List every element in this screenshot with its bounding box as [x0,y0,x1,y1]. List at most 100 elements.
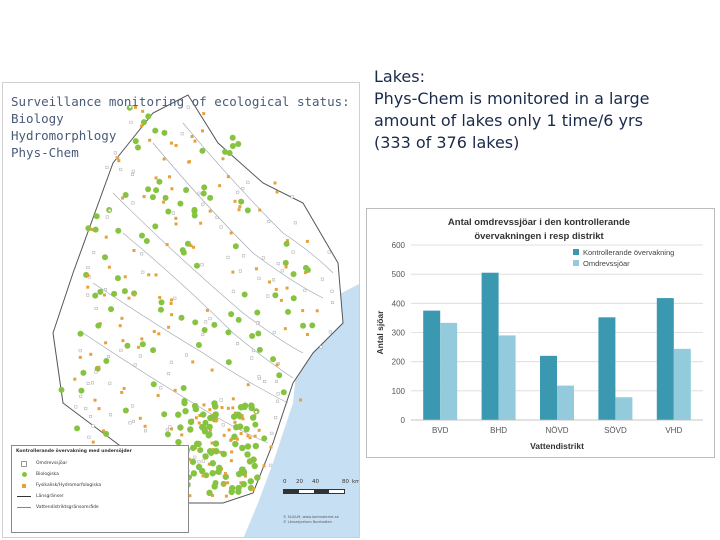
biology-site-marker [202,419,209,426]
physchem-site-marker [201,474,205,478]
physchem-site-marker [239,432,243,436]
biology-site-marker [162,194,169,201]
rotation-lake-marker [251,349,255,353]
physchem-site-marker [90,228,94,232]
map-legend-item: Biologiska [16,469,184,480]
physchem-site-marker [157,332,161,336]
biology-site-marker [270,356,277,363]
x-axis-label: Vattendistrikt [530,441,584,451]
physchem-site-marker [230,437,234,441]
physchem-site-marker [253,434,257,438]
rotation-lake-marker [272,330,276,334]
physchem-site-marker [201,129,205,133]
biology-site-marker [180,384,187,391]
biology-site-marker [252,442,260,450]
rotation-lake-marker [221,423,225,427]
rotation-lake-marker [197,460,201,464]
physchem-site-marker [132,249,136,253]
biology-site-marker [202,453,209,460]
physchem-site-marker [173,388,177,392]
rotation-lake-marker [201,459,205,463]
physchem-site-marker [170,298,174,302]
physchem-site-marker [211,448,215,452]
physchem-site-marker [269,445,273,449]
biology-site-marker [197,447,204,454]
physchem-site-marker [208,408,212,412]
biology-site-marker [85,225,92,232]
biology-site-marker [206,489,213,497]
physchem-site-marker [202,403,206,407]
physchem-site-marker [233,411,237,415]
physchem-site-marker [246,383,250,387]
physchem-site-marker [301,309,305,313]
rotation-lake-marker [128,421,132,425]
rotation-lake-marker [266,294,270,298]
biology-site-marker [282,259,289,266]
physchem-site-marker [169,301,173,305]
physchem-site-marker [170,427,174,431]
biology-site-marker [232,440,239,448]
x-tick-label: VHD [665,426,682,435]
biology-site-marker [183,186,190,193]
physchem-site-marker [284,265,288,269]
physchem-site-marker [223,472,227,476]
credit-line: © SLU/LM, www.lantmateriet.se [283,515,339,519]
physchem-site-marker [192,245,196,249]
legend-label: Kontrollerande övervakning [583,248,674,257]
physchem-site-marker [229,231,233,235]
rotation-lake-marker [105,165,109,169]
biology-site-marker [114,275,121,282]
rotation-lake-marker [106,355,110,359]
biology-site-marker [138,232,145,239]
biology-site-marker [115,227,122,234]
biology-site-marker [152,127,159,134]
rotation-lake-marker [250,356,254,360]
biology-site-marker [225,359,232,366]
biology-site-marker [261,435,268,442]
rotation-lake-marker [327,250,331,254]
physchem-site-marker [97,407,101,411]
lakes-text-block: Lakes: Phys-Chem is monitored in a large… [374,66,650,154]
biology-site-marker [191,402,199,410]
biology-site-marker [189,444,197,452]
rotation-lake-marker [293,221,297,225]
river-network [82,122,334,444]
x-tick-label: NÖVD [545,426,568,435]
scale-tick-label: 20 [296,479,303,485]
biology-site-marker [193,262,200,269]
physchem-site-marker [165,243,169,247]
chart-title: övervakningen i resp distrikt [474,231,604,242]
physchem-site-marker [191,360,195,364]
biology-site-marker [302,264,309,271]
biology-site-marker [206,448,214,455]
rotation-lake-marker [236,190,240,194]
rotation-lake-marker [133,363,137,367]
physchem-site-marker [118,324,122,328]
rotation-lake-marker [79,394,83,398]
biology-site-marker [244,207,251,214]
physchem-site-marker [210,413,214,417]
biology-site-marker [140,119,147,126]
rotation-lake-marker [193,455,197,459]
monitoring-points [58,104,335,498]
physchem-site-marker [78,355,82,359]
rotation-lake-marker [267,219,271,223]
physchem-site-marker [193,139,197,143]
physchem-site-marker [248,436,252,440]
physchem-site-marker [142,195,146,199]
biology-site-marker [161,411,168,418]
rotation-lake-marker [113,151,117,155]
rotation-lake-marker [257,375,261,379]
biology-site-marker [182,407,189,415]
y-tick-label: 400 [392,299,406,308]
physchem-site-marker [283,327,287,331]
biology-site-marker [195,463,203,471]
rotation-lake-marker [119,167,123,171]
rotation-lake-marker [89,415,93,419]
rotation-lake-marker [173,296,177,300]
biology-site-marker [189,458,197,465]
orange-square-icon [16,483,32,488]
map-legend: Kontrollerande övervakning med undersöjd… [11,445,189,533]
physchem-site-marker [210,368,214,372]
biology-site-marker [216,464,223,472]
